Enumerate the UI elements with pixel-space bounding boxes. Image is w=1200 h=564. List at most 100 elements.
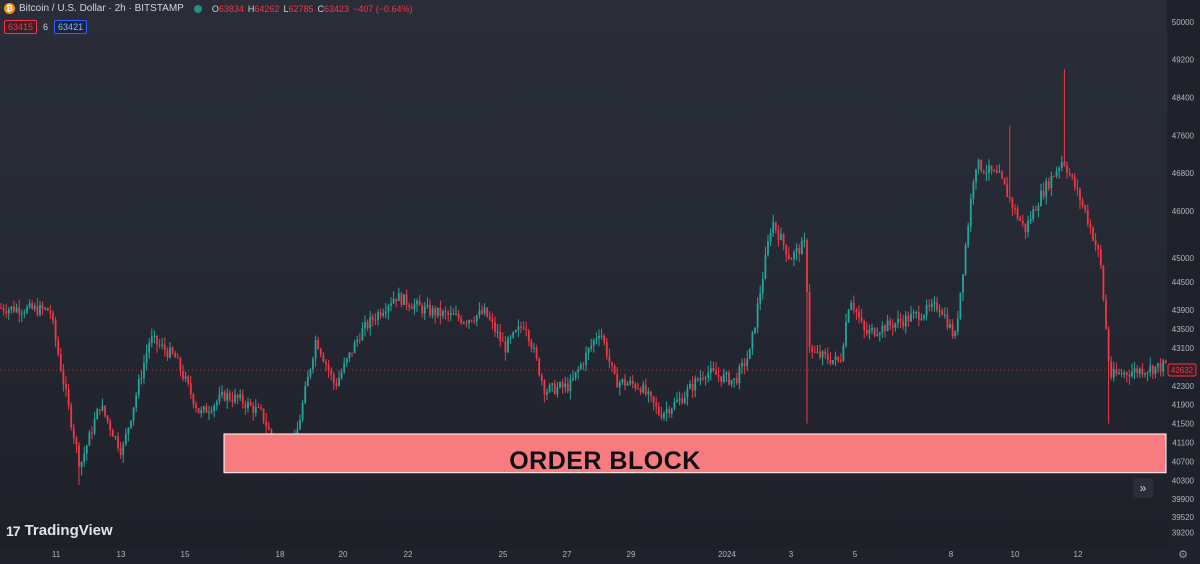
- candle-body: [556, 387, 559, 394]
- candle-body: [884, 325, 886, 332]
- candle-body: [1055, 170, 1058, 177]
- candle-body: [652, 396, 655, 403]
- candle-body: [1146, 372, 1149, 374]
- candle-body: [444, 311, 447, 313]
- candle-body: [782, 234, 785, 246]
- candle-body: [728, 372, 730, 385]
- candle-body: [860, 317, 863, 322]
- candle-body: [871, 328, 873, 330]
- candle-body: [218, 394, 221, 402]
- candle-body: [304, 386, 307, 403]
- candle-body: [964, 245, 967, 275]
- candle-body: [990, 165, 993, 171]
- candle-body: [1024, 223, 1027, 232]
- candle-body: [1079, 188, 1081, 201]
- candle-body: [1089, 223, 1092, 228]
- candle-body: [1029, 219, 1032, 221]
- candle-body: [780, 234, 782, 240]
- gear-icon: ⚙: [1178, 549, 1188, 561]
- bitcoin-icon: ₿: [4, 3, 15, 14]
- tradingview-icon: 17: [6, 522, 21, 539]
- candle-body: [31, 303, 34, 309]
- candle-body: [847, 310, 850, 323]
- candle-body: [800, 241, 803, 255]
- candle-body: [1157, 363, 1159, 367]
- candle-body: [135, 395, 138, 408]
- candle-body: [392, 298, 395, 304]
- candle-body: [166, 350, 169, 358]
- candle-body: [1071, 174, 1074, 177]
- y-tick-label: 39520: [1172, 513, 1195, 522]
- scroll-to-realtime-button[interactable]: »: [1133, 478, 1153, 498]
- candle-body: [1027, 220, 1029, 232]
- double-chevron-right-icon: »: [1139, 481, 1147, 495]
- buy-button[interactable]: 63421: [54, 20, 88, 34]
- candle-body: [299, 419, 301, 430]
- symbol-legend[interactable]: ₿ Bitcoin / U.S. Dollar · 2h · BITSTAMP …: [4, 3, 413, 14]
- candle-body: [1001, 171, 1003, 179]
- candle-body: [122, 444, 125, 455]
- candle-body: [785, 245, 788, 256]
- candle-body: [28, 303, 31, 307]
- candle-body: [621, 379, 624, 383]
- candle-body: [10, 306, 13, 310]
- candle-body: [403, 294, 405, 305]
- candle-body: [605, 342, 608, 357]
- candle-body: [1164, 360, 1167, 363]
- candle-body: [46, 308, 49, 311]
- candle-body: [1066, 165, 1068, 174]
- candle-body: [54, 320, 57, 340]
- candle-body: [691, 383, 694, 391]
- candle-body: [904, 315, 907, 327]
- candle-body: [1032, 209, 1035, 220]
- market-status-icon[interactable]: [193, 4, 202, 13]
- candle-body: [33, 306, 36, 309]
- candle-body: [496, 331, 499, 333]
- candle-body: [1081, 200, 1084, 206]
- candle-body: [83, 453, 86, 462]
- candle-body: [488, 316, 491, 320]
- candle-body: [52, 313, 54, 321]
- candle-body: [494, 322, 496, 333]
- y-tick-label: 43500: [1172, 325, 1195, 334]
- candle-body: [561, 382, 564, 388]
- candle-body: [195, 404, 197, 409]
- symbol-title[interactable]: Bitcoin / U.S. Dollar · 2h · BITSTAMP: [19, 3, 184, 14]
- tradingview-logo[interactable]: 17 TradingView: [6, 522, 113, 539]
- candle-body: [371, 316, 374, 320]
- order-block-zone: [223, 433, 1167, 474]
- y-tick-label: 41900: [1172, 401, 1195, 410]
- candle-body: [184, 376, 187, 379]
- candle-body: [49, 310, 52, 314]
- candle-body: [707, 372, 710, 378]
- candle-body: [559, 382, 561, 388]
- candle-body: [746, 358, 749, 366]
- candle-body: [18, 307, 21, 315]
- x-tick-label: 18: [276, 550, 285, 559]
- candle-body: [514, 330, 517, 333]
- candle-body: [413, 304, 416, 309]
- candle-body: [956, 318, 959, 332]
- candle-body: [254, 406, 257, 413]
- candle-body: [1042, 190, 1045, 197]
- candle-body: [1084, 205, 1087, 211]
- candle-body: [429, 304, 431, 316]
- x-tick-label: 25: [499, 550, 508, 559]
- candle-body: [470, 320, 473, 322]
- candle-body: [85, 445, 88, 454]
- x-tick-label: 13: [117, 550, 126, 559]
- settings-button[interactable]: ⚙: [1176, 548, 1190, 562]
- candle-body: [75, 438, 78, 445]
- candle-body: [447, 312, 450, 315]
- candle-body: [923, 315, 925, 319]
- candle-body: [730, 379, 733, 385]
- candle-body: [192, 394, 195, 405]
- candle-body: [93, 419, 96, 434]
- candle-body: [1097, 245, 1100, 249]
- sell-button[interactable]: 63415: [4, 20, 38, 34]
- candle-body: [1149, 365, 1152, 373]
- candle-body: [655, 402, 658, 407]
- candle-body: [1092, 227, 1094, 241]
